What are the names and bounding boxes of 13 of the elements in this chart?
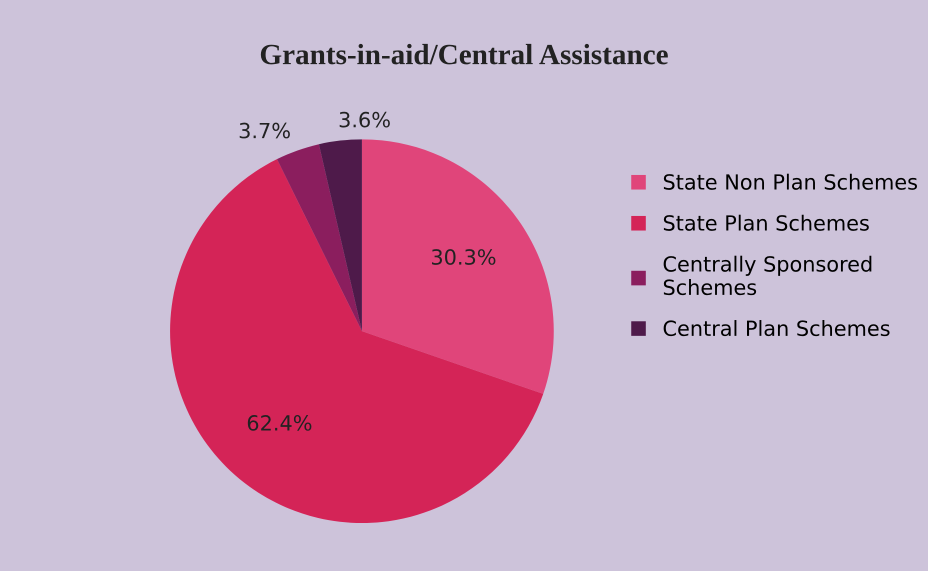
data-label: 62.4% bbox=[248, 415, 312, 431]
data-label: 3.6% bbox=[340, 112, 390, 128]
chart-title: Grants-in-aid/Central Assistance bbox=[260, 44, 668, 64]
data-label: 3.7% bbox=[240, 122, 290, 138]
pie-slice bbox=[170, 159, 544, 524]
data-label: 30.3% bbox=[432, 249, 496, 265]
pie-slice bbox=[276, 144, 362, 332]
legend-label: Centrally Sponsored Schemes bbox=[664, 256, 872, 296]
legend-label: Central Plan Schemes bbox=[664, 320, 890, 336]
pie-slice bbox=[362, 139, 554, 394]
legend-label: State Plan Schemes bbox=[664, 214, 869, 231]
pie-slice bbox=[318, 139, 362, 332]
legend-label: State Non Plan Schemes bbox=[664, 174, 917, 190]
